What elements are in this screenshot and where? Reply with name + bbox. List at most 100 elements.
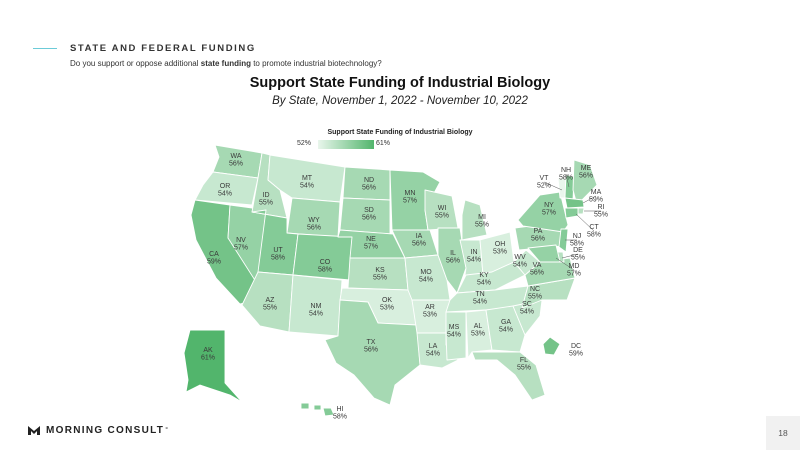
state-value-va: 56%	[530, 270, 544, 277]
state-or	[194, 171, 259, 206]
state-code-ms: MS	[449, 324, 460, 331]
state-code-md: MD	[569, 263, 580, 270]
state-ak	[183, 329, 243, 403]
leader-line-de	[561, 253, 579, 259]
state-ma	[564, 197, 585, 209]
state-code-in: IN	[471, 249, 478, 256]
state-value-in: 54%	[467, 257, 481, 264]
legend-color-scale	[318, 140, 374, 149]
state-value-vt: 52%	[537, 183, 551, 190]
state-code-sd: SD	[364, 207, 374, 214]
state-code-nh: NH	[561, 167, 571, 174]
state-value-nd: 56%	[362, 185, 376, 192]
state-mi	[461, 199, 488, 241]
state-code-me: ME	[581, 165, 592, 172]
state-code-tn: TN	[475, 291, 484, 298]
leader-line-ma	[582, 195, 597, 204]
state-value-sd: 56%	[362, 215, 376, 222]
leader-line-vt	[543, 181, 563, 191]
state-value-ia: 56%	[412, 241, 426, 248]
state-value-hi: 58%	[333, 414, 347, 421]
state-code-al: AL	[474, 323, 483, 330]
legend-min-label: 52%	[297, 140, 312, 147]
state-value-ky: 54%	[477, 280, 491, 287]
state-value-ga: 54%	[499, 327, 513, 334]
state-ga	[485, 305, 526, 353]
state-value-il: 56%	[446, 258, 460, 265]
state-code-dc: DC	[571, 343, 581, 350]
page-number: 18	[766, 416, 800, 450]
question-emphasis: state funding	[200, 59, 251, 68]
leader-line-nh	[565, 173, 570, 188]
state-value-nm: 54%	[309, 311, 323, 318]
state-value-dc: 59%	[569, 351, 583, 358]
state-value-mt: 54%	[300, 183, 314, 190]
section-title: STATE AND FEDERAL FUNDING	[70, 43, 256, 54]
state-code-wa: WA	[230, 153, 241, 160]
state-code-sc: SC	[522, 301, 532, 308]
map-title: Support State Funding of Industrial Biol…	[249, 75, 551, 91]
state-value-sc: 54%	[520, 309, 534, 316]
state-code-mo: MO	[420, 269, 432, 276]
state-value-ks: 55%	[373, 275, 387, 282]
state-value-oh: 53%	[493, 249, 507, 256]
state-value-ca: 59%	[207, 259, 221, 266]
state-al	[465, 309, 493, 359]
morning-consult-logo: MORNING CONSULT °	[27, 425, 168, 436]
state-code-fl: FL	[520, 357, 528, 364]
legend-max-label: 61%	[376, 140, 391, 147]
state-value-wv: 54%	[513, 262, 527, 269]
state-code-ak: AK	[203, 347, 213, 354]
state-code-ct: CT	[589, 224, 599, 231]
state-code-nv: NV	[236, 237, 246, 244]
state-code-il: IL	[450, 250, 456, 257]
state-code-la: LA	[429, 343, 438, 350]
state-code-mi: MI	[478, 214, 486, 221]
state-value-nh: 58%	[559, 175, 573, 182]
state-code-ks: KS	[375, 267, 385, 274]
state-code-ga: GA	[501, 319, 511, 326]
state-md	[527, 244, 561, 263]
state-code-ri: RI	[598, 204, 605, 211]
logo-registered-mark: °	[165, 427, 169, 434]
state-code-mt: MT	[302, 175, 313, 182]
state-dc	[542, 336, 561, 356]
state-value-fl: 55%	[517, 365, 531, 372]
state-code-nd: ND	[364, 177, 374, 184]
state-value-mn: 57%	[403, 198, 417, 205]
state-value-md: 57%	[567, 271, 581, 278]
state-code-vt: VT	[540, 175, 550, 182]
state-code-ia: IA	[416, 233, 423, 240]
state-me	[572, 159, 598, 206]
state-hi	[300, 402, 335, 417]
state-nc	[521, 277, 576, 309]
state-code-wv: WV	[514, 254, 526, 261]
state-value-ct: 58%	[587, 232, 601, 239]
state-code-ut: UT	[273, 247, 283, 254]
state-nj	[558, 228, 569, 253]
state-value-or: 54%	[218, 191, 232, 198]
state-code-va: VA	[533, 262, 542, 269]
state-code-id: ID	[263, 192, 270, 199]
state-code-nj: NJ	[573, 233, 582, 240]
survey-question: Do you support or oppose additional stat…	[70, 59, 382, 68]
state-code-or: OR	[220, 183, 231, 190]
state-code-ky: KY	[479, 272, 489, 279]
state-value-nv: 57%	[234, 245, 248, 252]
state-value-ms: 54%	[447, 332, 461, 339]
state-code-ma: MA	[591, 189, 602, 196]
state-value-mi: 55%	[475, 222, 489, 229]
state-code-ny: NY	[544, 202, 554, 209]
state-value-ri: 55%	[594, 212, 608, 219]
state-code-az: AZ	[266, 297, 276, 304]
state-ri	[577, 207, 585, 215]
state-ny	[517, 191, 569, 233]
state-ct	[564, 207, 579, 219]
logo-text: MORNING CONSULT	[46, 425, 165, 436]
state-value-nc: 55%	[528, 294, 542, 301]
state-ms	[445, 311, 467, 361]
state-value-ne: 57%	[364, 244, 378, 251]
state-code-pa: PA	[534, 228, 543, 235]
state-code-ar: AR	[425, 304, 435, 311]
